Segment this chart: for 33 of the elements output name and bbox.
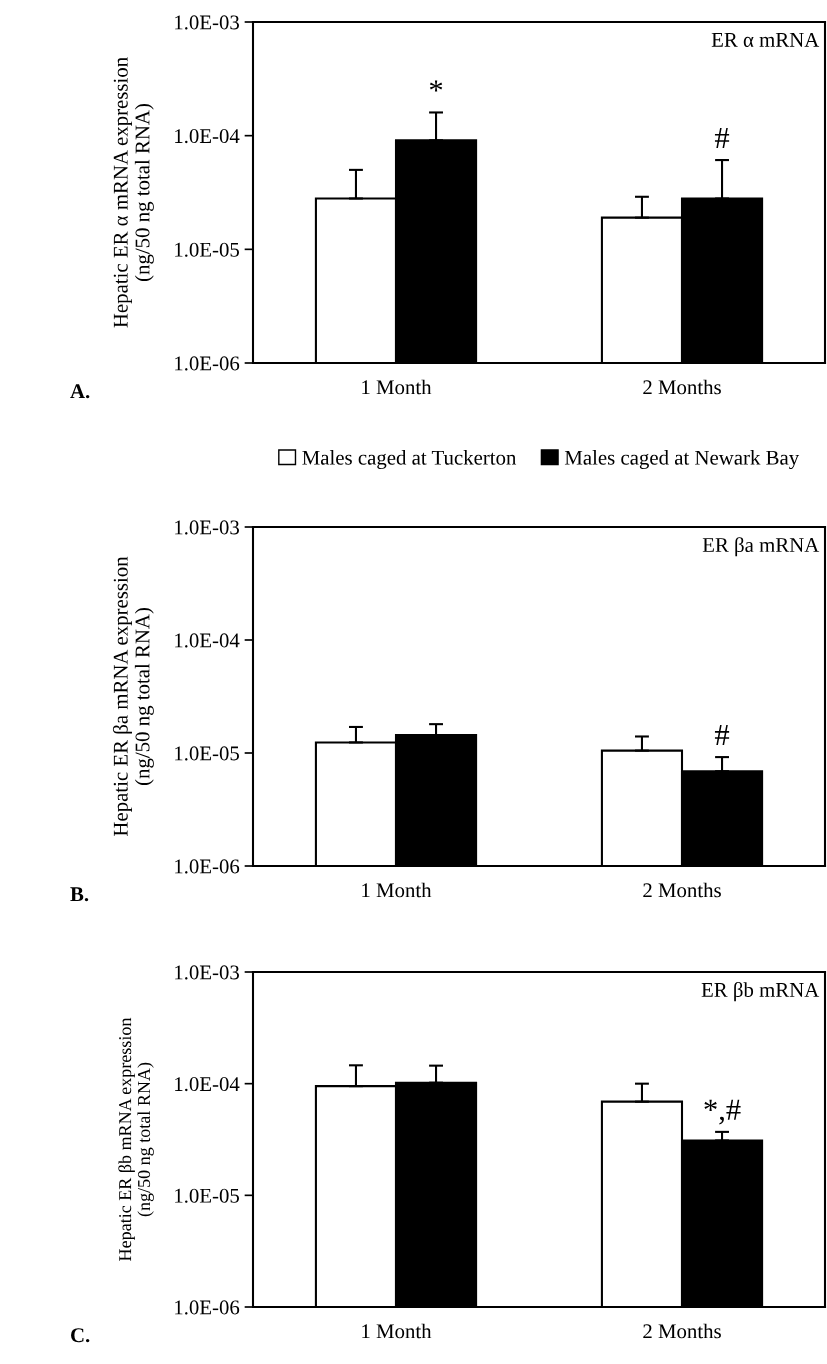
text: B. [70, 887, 89, 902]
legend-label: Males caged at Tuckerton [302, 450, 517, 470]
y-tick-label: 1.0E-06 [175, 1300, 240, 1315]
y-axis-title: Hepatic ER βb mRNA expression (ng/50 ng total RNA) [118, 1017, 154, 1261]
y-tick-label: 1.0E-03 [175, 520, 239, 535]
x-tick-label: 2 Months [643, 1323, 721, 1339]
y-tick-label: 1.0E-05 [175, 1188, 239, 1203]
text: C. [71, 1328, 90, 1343]
y-tick-label: 1.0E-06 [175, 356, 240, 371]
y-tick-label: 1.0E-03 [175, 965, 239, 980]
annotation: ER βa mRNA [702, 537, 820, 557]
annotation: # [714, 128, 730, 148]
y-tick-label: 1.0E-05 [175, 242, 239, 257]
x-tick-label: 1 Month [362, 882, 432, 898]
y-axis-title: Hepatic ER α mRNA expression (ng/50 ng total RNA) [113, 57, 154, 328]
y-tick-label: 1.0E-04 [175, 1077, 240, 1092]
x-tick-label: 2 Months [643, 379, 721, 395]
y-tick-label: 1.0E-03 [175, 15, 239, 30]
x-tick-label: 1 Month [362, 379, 432, 395]
x-tick-label: 1 Month [362, 1323, 432, 1339]
y-tick-label: 1.0E-05 [175, 746, 239, 761]
annotation: * [429, 80, 443, 92]
x-tick-label: 2 Months [643, 882, 721, 898]
y-tick-label: 1.0E-04 [175, 633, 240, 648]
y-axis-title: Hepatic ER βa mRNA expression (ng/50 ng total RNA) [112, 556, 154, 837]
annotation: ER α mRNA [711, 32, 820, 47]
legend-label: Males caged at Newark Bay [564, 450, 800, 470]
text: A. [70, 384, 90, 399]
annotation: # [714, 725, 730, 746]
y-tick-label: 1.0E-06 [175, 859, 240, 874]
y-tick-label: 1.0E-04 [175, 129, 240, 144]
annotation: *,# [704, 1099, 741, 1125]
annotation: ER βb mRNA [701, 982, 820, 1002]
